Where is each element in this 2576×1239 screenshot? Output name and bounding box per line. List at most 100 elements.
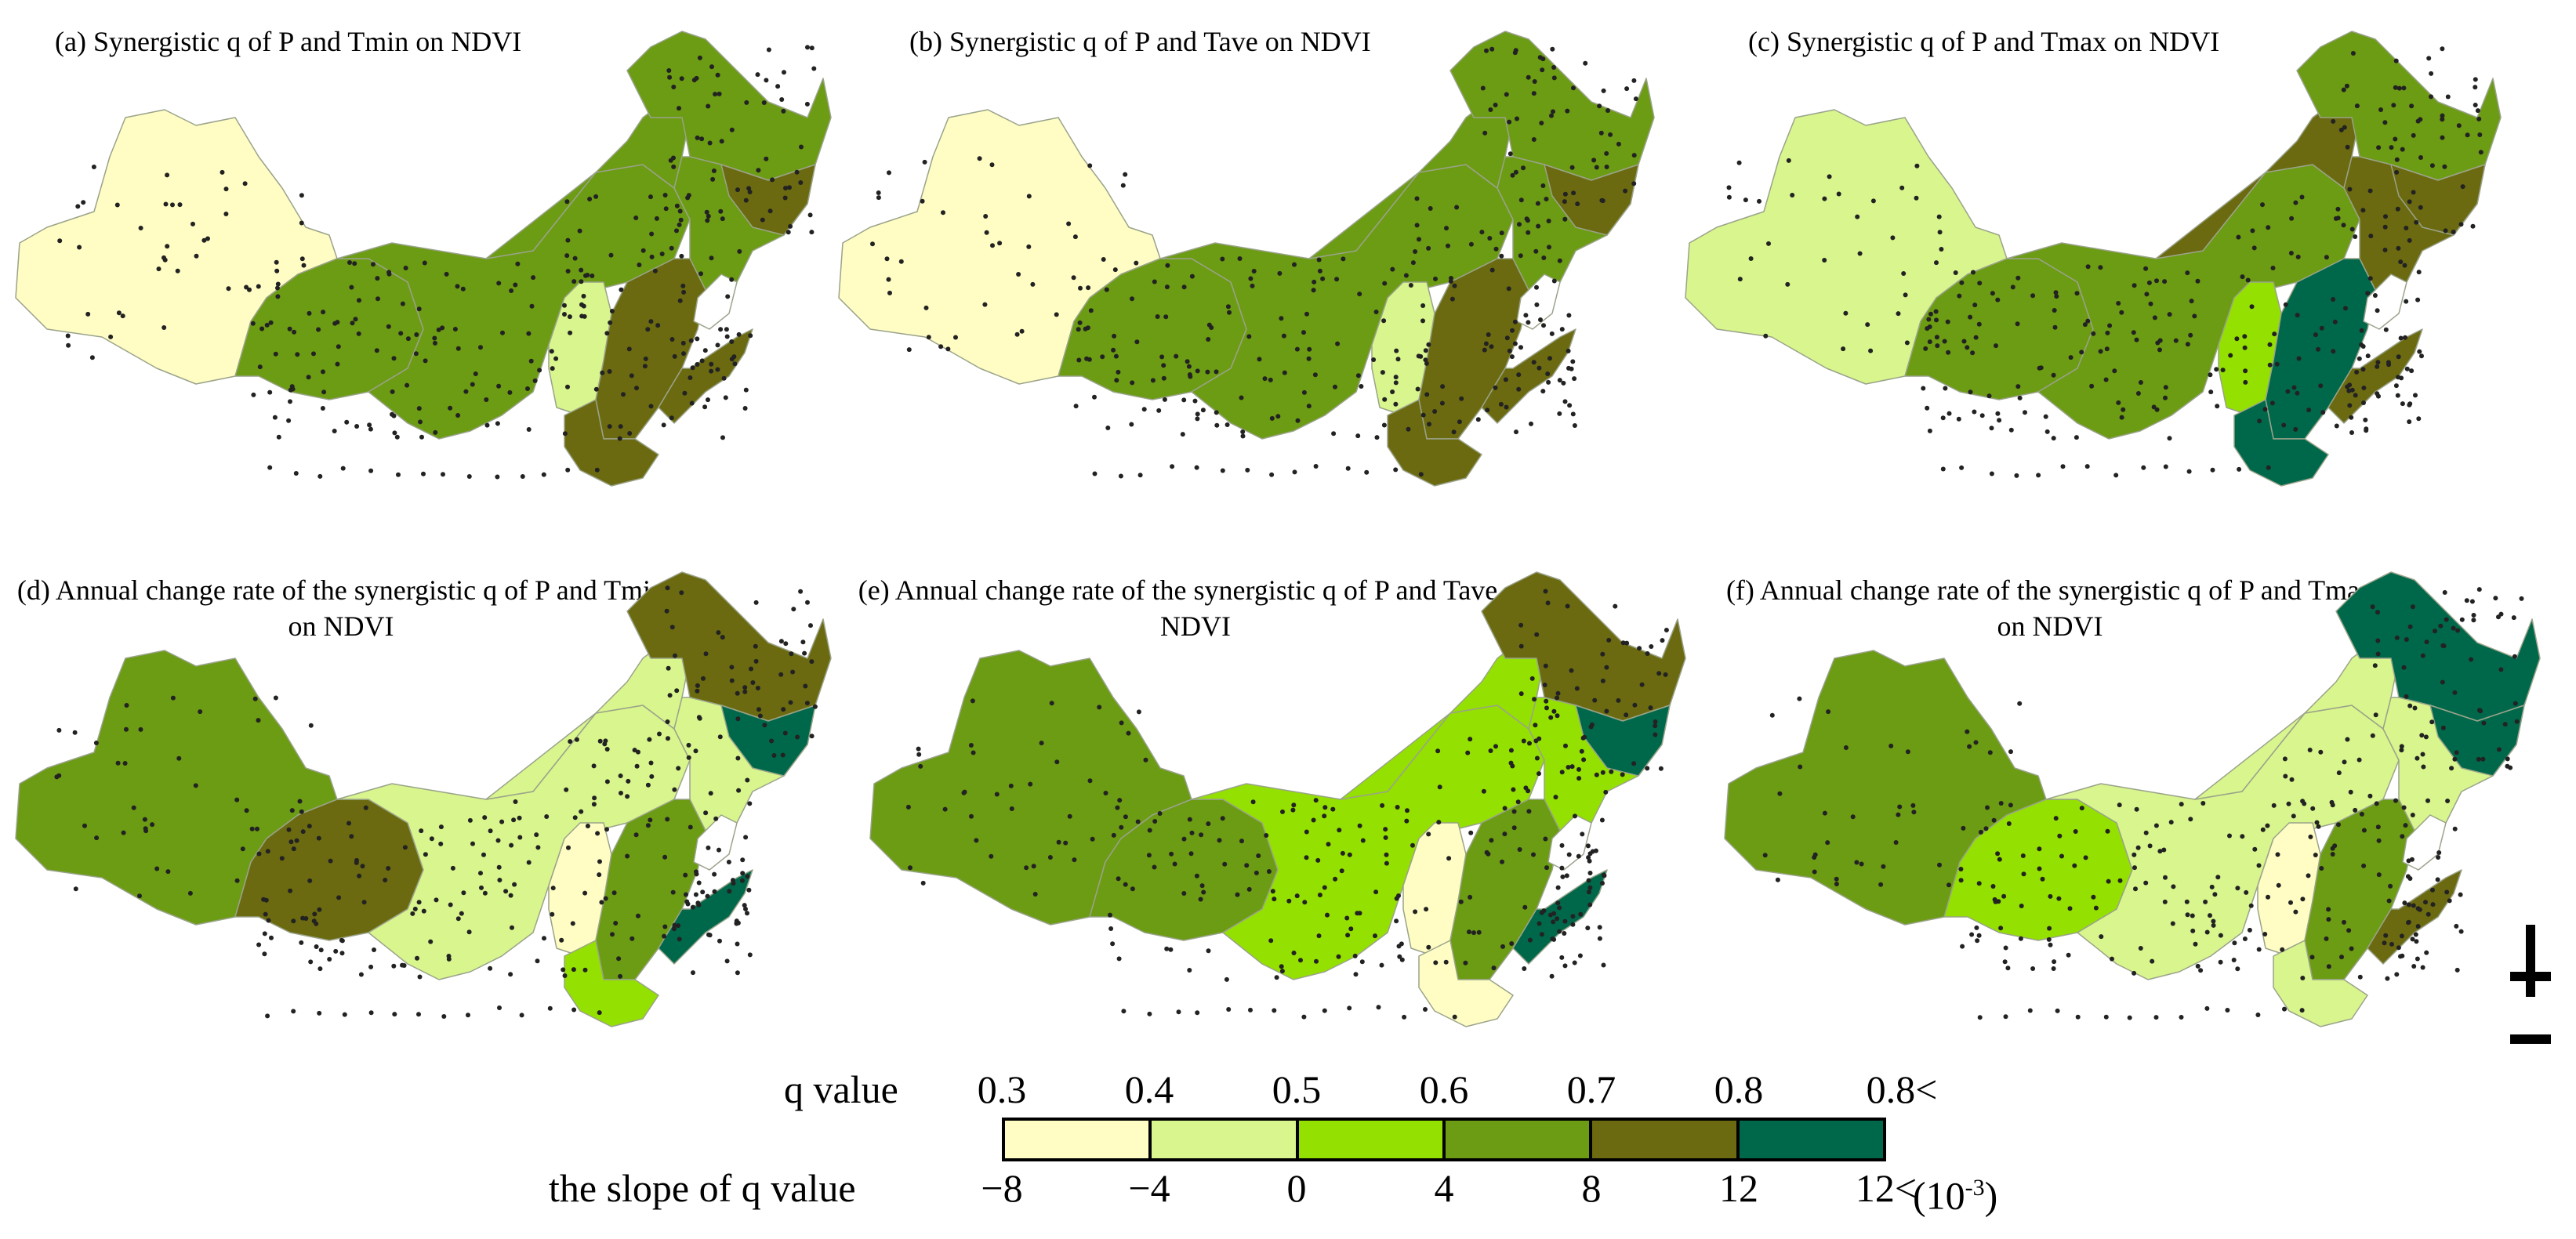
- station-dot: [342, 1012, 347, 1017]
- station-dot: [1631, 153, 1637, 158]
- station-dot: [2361, 400, 2366, 405]
- station-dot: [2296, 356, 2302, 361]
- station-dot: [1199, 832, 1204, 838]
- station-dot: [2314, 820, 2320, 825]
- station-dot: [2407, 624, 2413, 629]
- station-dot: [1600, 651, 1605, 657]
- station-dot: [2440, 643, 2446, 648]
- station-dot: [1161, 363, 1166, 368]
- station-dot: [1141, 407, 1147, 412]
- station-dot: [261, 897, 267, 902]
- station-dot: [1812, 852, 1818, 857]
- station-dot: [1414, 223, 1420, 228]
- station-dot: [2280, 947, 2285, 952]
- station-dot: [579, 809, 584, 814]
- station-dot: [520, 474, 525, 479]
- station-dot: [906, 347, 912, 353]
- station-dot: [1504, 404, 1509, 410]
- map-svg: [869, 571, 1686, 1027]
- station-dot: [2350, 51, 2356, 56]
- station-dot: [1512, 341, 1518, 346]
- station-dot: [2411, 132, 2416, 138]
- station-dot: [2519, 596, 2524, 601]
- station-dot: [1489, 838, 1494, 843]
- station-dot: [593, 194, 599, 199]
- station-dot: [286, 827, 292, 832]
- station-dot: [2053, 816, 2059, 821]
- station-dot: [177, 202, 183, 208]
- station-dot: [1467, 929, 1471, 935]
- station-dot: [1214, 410, 1219, 415]
- station-dot: [1181, 397, 1187, 403]
- station-dot: [666, 736, 670, 741]
- station-dot: [1547, 245, 1551, 250]
- station-dot: [625, 794, 630, 799]
- station-dot: [2209, 884, 2215, 889]
- station-dot: [619, 791, 623, 795]
- station-dot: [2195, 963, 2200, 969]
- station-dot: [1390, 266, 1395, 272]
- station-dot: [1555, 916, 1560, 922]
- station-dot: [1181, 891, 1187, 896]
- legend-color-bar: [1002, 1118, 1886, 1161]
- station-dot: [1292, 262, 1297, 267]
- map-region-peninsula: [2367, 869, 2462, 965]
- station-dot: [753, 658, 759, 664]
- station-dot: [1268, 938, 1274, 944]
- station-dot: [1969, 932, 1975, 937]
- station-dot: [595, 831, 600, 836]
- station-dot: [436, 327, 441, 332]
- station-dot: [1331, 431, 1337, 437]
- station-dot: [712, 871, 717, 877]
- station-dot: [1071, 275, 1076, 281]
- station-dot: [706, 213, 711, 219]
- station-dot: [2360, 344, 2366, 349]
- station-dot: [2104, 346, 2110, 352]
- station-dot: [686, 755, 691, 760]
- station-dot: [1927, 339, 1932, 345]
- map-panel-c: (c) Synergistic q of P and Tmax on NDVI: [1670, 0, 2516, 517]
- map-region-neLower: [720, 705, 816, 777]
- station-dot: [541, 472, 546, 477]
- station-dot: [2161, 847, 2167, 853]
- station-dot: [1965, 345, 1970, 350]
- station-dot: [1597, 103, 1602, 109]
- station-dot: [300, 829, 306, 835]
- station-dot: [1333, 384, 1337, 389]
- station-dot: [312, 911, 317, 917]
- station-dot: [1766, 241, 1771, 246]
- station-dot: [1254, 870, 1259, 875]
- station-dot: [508, 893, 513, 898]
- station-dot: [632, 748, 637, 753]
- station-dot: [564, 787, 569, 792]
- station-dot: [2399, 933, 2404, 939]
- station-dot: [1544, 197, 1549, 201]
- station-dot: [2342, 919, 2346, 925]
- station-dot: [1373, 889, 1379, 895]
- station-dot: [1311, 817, 1316, 823]
- station-dot: [526, 331, 532, 336]
- station-dot: [1256, 853, 1261, 858]
- station-dot: [1452, 1014, 1457, 1020]
- station-dot: [1601, 872, 1606, 878]
- station-dot: [2425, 798, 2430, 803]
- station-dot: [2148, 301, 2153, 306]
- station-dot: [535, 958, 540, 964]
- station-dot: [301, 263, 307, 268]
- station-dot: [2307, 748, 2313, 752]
- station-dot: [2406, 920, 2411, 926]
- station-dot: [2244, 889, 2249, 895]
- station-dot: [161, 325, 167, 330]
- station-dot: [532, 378, 538, 383]
- station-dot: [1566, 348, 1571, 353]
- station-dot: [953, 335, 958, 340]
- station-dot: [649, 254, 655, 259]
- station-dot: [553, 356, 559, 361]
- station-dot: [802, 650, 807, 656]
- station-dot: [1600, 678, 1605, 683]
- station-dot: [597, 872, 602, 878]
- station-dot: [2349, 387, 2355, 393]
- station-dot: [679, 253, 684, 259]
- station-dot: [1395, 357, 1401, 362]
- station-dot: [1571, 190, 1576, 196]
